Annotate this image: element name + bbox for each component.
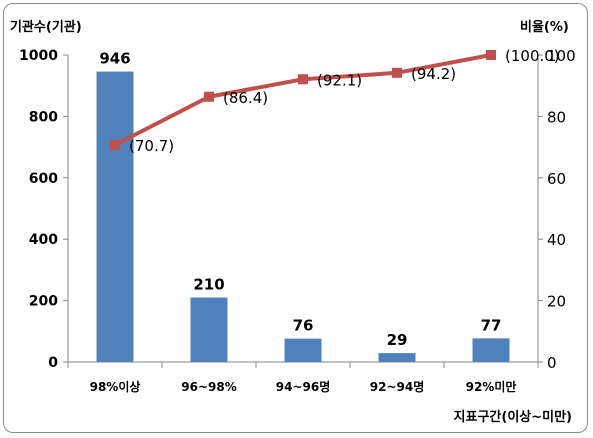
bar — [96, 71, 134, 362]
ratio-value-label: (94.2) — [411, 65, 456, 83]
bar — [190, 297, 228, 362]
x-axis-title: 지표구간(이상~미만) — [454, 409, 572, 425]
x-tick-label: 98%이상 — [90, 379, 141, 394]
y-right-tick-label: 40 — [547, 231, 566, 249]
x-tick-label: 94~96명 — [276, 380, 331, 394]
bar-value-label: 76 — [293, 317, 314, 335]
y-right-tick-label: 0 — [547, 354, 557, 372]
bar — [284, 338, 322, 362]
y-right-tick-label: 80 — [547, 108, 566, 126]
x-tick-label: 92~94명 — [370, 380, 425, 394]
ratio-value-label: (100.0) — [505, 47, 560, 65]
ratio-point — [486, 50, 496, 60]
ratio-value-label: (70.7) — [129, 137, 174, 155]
y-left-tick-label: 800 — [29, 109, 58, 125]
y-left-tick-label: 600 — [29, 171, 58, 187]
bar — [472, 338, 510, 362]
y-right-title: 비율(%) — [520, 19, 569, 35]
y-left-title: 기관수(기관) — [10, 19, 82, 35]
bar-value-label: 29 — [387, 331, 408, 349]
x-tick-label: 96~98% — [181, 380, 236, 394]
bar-value-label: 210 — [193, 276, 224, 294]
y-right-tick-label: 60 — [547, 170, 566, 188]
ratio-point — [392, 67, 402, 78]
y-left-tick-label: 400 — [29, 232, 58, 248]
ratio-value-label: (92.1) — [317, 71, 362, 89]
x-tick-label: 92%미만 — [466, 379, 517, 394]
y-right-tick-label: 100 — [547, 47, 576, 65]
y-right-tick-label: 20 — [547, 293, 566, 311]
ratio-point — [204, 91, 214, 102]
bar-value-label: 946 — [99, 50, 130, 68]
bar-value-label: 77 — [481, 316, 502, 334]
bar — [378, 353, 416, 362]
ratio-point — [110, 139, 120, 150]
y-left-tick-label: 1000 — [19, 48, 58, 64]
ratio-point — [298, 74, 308, 85]
ratio-value-label: (86.4) — [223, 89, 268, 107]
y-left-tick-label: 200 — [29, 294, 58, 310]
y-left-tick-label: 0 — [48, 355, 58, 371]
